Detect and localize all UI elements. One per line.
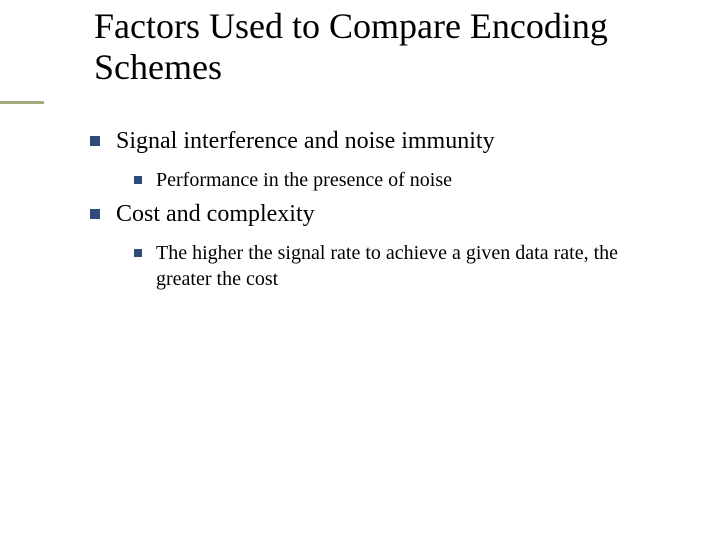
square-bullet-icon [90, 209, 100, 219]
list-item-text: The higher the signal rate to achieve a … [156, 240, 670, 292]
square-bullet-icon [134, 176, 142, 184]
list-item: Cost and complexity [90, 199, 670, 230]
list-item: Signal interference and noise immunity [90, 126, 670, 157]
list-item-text: Cost and complexity [116, 199, 670, 230]
square-bullet-icon [90, 136, 100, 146]
slide-body: Signal interference and noise immunity P… [90, 120, 670, 298]
list-item-text: Performance in the presence of noise [156, 167, 670, 193]
square-bullet-icon [134, 249, 142, 257]
list-item-text: Signal interference and noise immunity [116, 126, 670, 157]
list-item: Performance in the presence of noise [134, 167, 670, 193]
accent-line [0, 101, 44, 104]
slide: Factors Used to Compare Encoding Schemes… [0, 0, 720, 540]
slide-title: Factors Used to Compare Encoding Schemes [94, 6, 654, 89]
list-item: The higher the signal rate to achieve a … [134, 240, 670, 292]
